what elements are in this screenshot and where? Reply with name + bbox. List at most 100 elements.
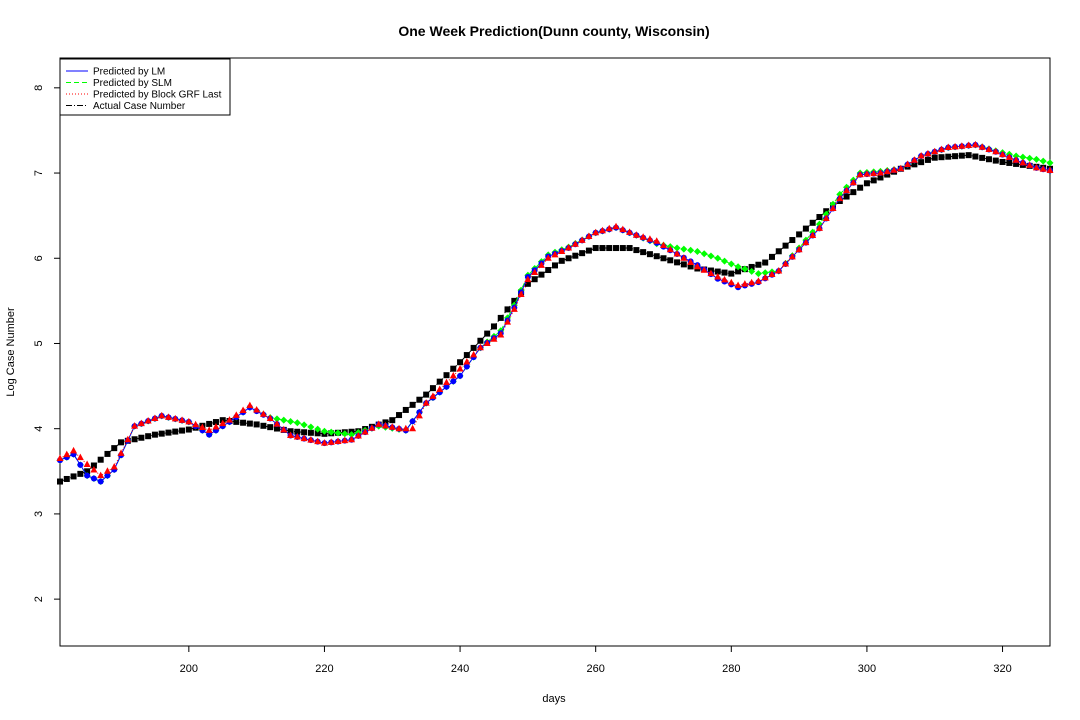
grf-point [870, 169, 878, 177]
slm-point [293, 419, 301, 427]
grf-point [1039, 165, 1047, 172]
lm-point [104, 472, 111, 479]
x-tick-label: 300 [858, 663, 876, 675]
slm-point [334, 429, 342, 437]
grf-point [836, 194, 844, 202]
actual-point [572, 252, 579, 259]
grf-point [151, 414, 159, 421]
grf-point [76, 453, 84, 461]
lm-point [450, 378, 457, 385]
slm-point [320, 427, 328, 435]
actual-point [443, 372, 450, 379]
grf-point [449, 371, 457, 379]
actual-point [911, 161, 918, 168]
grf-point [924, 149, 932, 157]
y-tick-label: 2 [33, 596, 45, 602]
grf-point [1012, 156, 1020, 163]
actual-point [436, 378, 443, 385]
slm-point [1019, 153, 1027, 161]
grf-point [476, 343, 484, 351]
actual-point [633, 247, 640, 254]
y-axis-label: Log Case Number [5, 307, 17, 397]
actual-point [504, 306, 511, 313]
grf-point [83, 460, 91, 467]
actual-point [640, 249, 647, 256]
slm-point [1026, 154, 1034, 162]
grf-point [666, 245, 674, 253]
grf-point [266, 414, 274, 421]
x-tick-label: 280 [722, 663, 740, 675]
x-tick-label: 240 [451, 663, 469, 675]
grf-point [565, 244, 573, 251]
grf-point [639, 233, 647, 240]
grf-point [992, 147, 1000, 155]
grf-point [422, 399, 430, 406]
actual-point [796, 231, 803, 238]
grf-point [524, 275, 532, 283]
grf-point [605, 224, 613, 232]
grf-point [517, 290, 525, 297]
actual-point [463, 352, 470, 359]
grf-point [951, 142, 959, 150]
slm-point [673, 244, 681, 252]
actual-point [118, 439, 125, 446]
grf-point [110, 463, 118, 470]
actual-point [721, 269, 728, 276]
actual-point [267, 424, 274, 431]
grf-point [822, 214, 830, 221]
grf-point [659, 241, 667, 248]
grf-point [171, 414, 179, 422]
grf-point [904, 160, 912, 168]
x-tick-label: 320 [993, 663, 1011, 675]
actual-point [945, 153, 952, 160]
grf-point [456, 365, 464, 372]
grf-point [931, 147, 939, 155]
grf-point [144, 417, 152, 424]
grf-point [381, 421, 389, 429]
grf-point [775, 267, 783, 274]
grf-point [1005, 153, 1013, 160]
grf-point [754, 277, 762, 284]
actual-point [206, 420, 213, 427]
actual-point [816, 214, 823, 221]
grf-point [761, 273, 769, 281]
grf-point [693, 262, 701, 270]
actual-point [965, 152, 972, 159]
grf-point [673, 250, 681, 257]
grf-point [598, 226, 606, 234]
slm-point [280, 416, 288, 424]
x-tick-label: 200 [180, 663, 198, 675]
actual-point [680, 261, 687, 268]
grf-point [253, 405, 261, 413]
actual-point [524, 280, 531, 287]
actual-point [1013, 160, 1020, 167]
grf-point [985, 145, 993, 152]
grf-point [768, 270, 776, 277]
actual-point [260, 422, 267, 429]
actual-point [687, 263, 694, 270]
actual-point [552, 262, 558, 269]
actual-point [768, 253, 775, 260]
actual-point [233, 418, 240, 425]
grf-point [585, 232, 593, 240]
slm-point [273, 415, 281, 423]
actual-point [253, 421, 260, 428]
actual-point [212, 419, 219, 426]
actual-point [992, 157, 999, 164]
grf-point [327, 438, 335, 445]
grf-point [531, 268, 539, 275]
grf-point [1046, 166, 1054, 173]
grf-point [490, 335, 498, 342]
actual-point [179, 427, 186, 434]
slm-point [727, 260, 735, 268]
actual-point [924, 156, 931, 163]
actual-point [111, 445, 118, 452]
actual-point [273, 425, 280, 432]
grf-point [287, 431, 295, 439]
actual-point [70, 473, 77, 480]
actual-point [1006, 159, 1013, 166]
legend-box [59, 58, 231, 116]
actual-point [985, 156, 992, 163]
grf-point [619, 225, 627, 233]
actual-point [145, 433, 152, 440]
